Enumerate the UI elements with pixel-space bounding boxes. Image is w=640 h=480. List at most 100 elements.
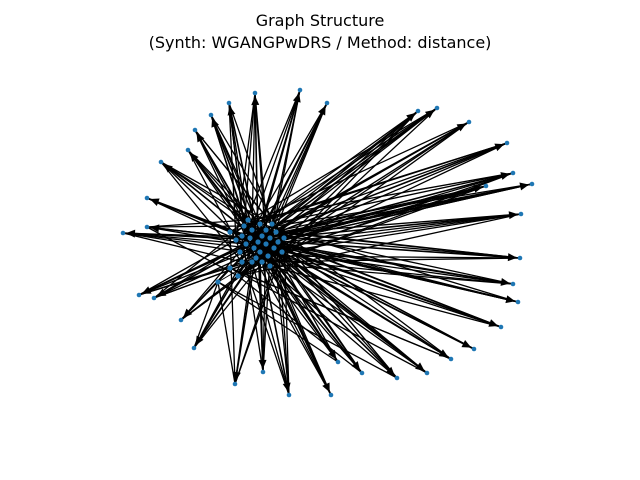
graph-node [267, 263, 273, 269]
graph-node [448, 356, 454, 362]
graph-edge [228, 102, 273, 225]
graph-node [263, 227, 269, 233]
graph-edge [251, 183, 533, 231]
graph-edge [146, 219, 249, 228]
edge-arrowhead [322, 382, 330, 393]
graph-edge [281, 107, 438, 253]
graph-node [518, 211, 524, 217]
graph-node [120, 230, 126, 236]
graph-node [233, 237, 239, 243]
graph-node [232, 381, 238, 387]
graph-edge [138, 239, 237, 296]
graph-node [255, 239, 261, 245]
graph-edge [261, 261, 332, 396]
edge-arrowhead [500, 172, 511, 180]
edge-arrowhead [519, 182, 530, 191]
graph-edge [237, 185, 487, 277]
graph-edge [235, 237, 271, 241]
graph-edge [269, 237, 285, 267]
edge-arrowhead [149, 198, 160, 206]
graph-edge [229, 142, 508, 233]
graph-edge [267, 110, 419, 257]
graph-node [259, 259, 265, 265]
graph-edge [210, 114, 261, 225]
graph-node [297, 87, 303, 93]
graph-edge [259, 107, 438, 225]
figure-subtitle: (Synth: WGANGPwDRS / Method: distance) [148, 33, 492, 52]
graph-edge [281, 110, 419, 253]
graph-node [483, 183, 489, 189]
graph-edge [249, 237, 279, 243]
graph-node [252, 90, 258, 96]
graph-edge [254, 92, 267, 245]
graph-edge [153, 229, 267, 299]
graph-edge [237, 213, 522, 277]
graph-edge [193, 239, 259, 349]
graph-node [249, 259, 255, 265]
edge-arrowhead [456, 123, 467, 132]
graph-node [434, 105, 440, 111]
graph-edge [229, 107, 438, 233]
graph-node [273, 229, 279, 235]
graph-edge [217, 281, 236, 385]
graph-node [260, 369, 266, 375]
graph-node [415, 108, 421, 114]
graph-edge [257, 110, 419, 241]
graph-edge [257, 239, 398, 379]
graph-node [144, 195, 150, 201]
edge-arrowhead [473, 184, 484, 193]
edge-arrowhead [292, 92, 301, 103]
edge-arrowhead [415, 362, 425, 372]
graph-edge [253, 185, 487, 249]
edge-arrowhead [328, 349, 337, 360]
graph-node [471, 346, 477, 352]
graph-edge [271, 172, 514, 225]
edge-arrowhead [149, 224, 160, 233]
graph-edge [257, 107, 438, 241]
graph-edge [273, 213, 522, 249]
edge-arrowhead [196, 132, 205, 143]
graph-edge [217, 281, 398, 379]
graph-edge [265, 110, 419, 245]
graph-node [286, 392, 292, 398]
edge-arrowhead [251, 95, 260, 106]
graph-node [517, 255, 523, 261]
graph-edge [261, 243, 267, 263]
graph-node [257, 221, 263, 227]
graph-node [281, 235, 287, 241]
graph-node [239, 259, 245, 265]
graph-node [136, 292, 142, 298]
edge-arrowhead [505, 295, 516, 304]
graph-edge [251, 255, 269, 263]
edge-arrowhead [507, 253, 518, 262]
edge-arrowhead [461, 340, 472, 348]
figure-title: Graph Structure [255, 11, 385, 30]
graph-node [241, 223, 247, 229]
edge-arrowhead [282, 382, 291, 393]
graph-node [215, 279, 221, 285]
node-layer [120, 87, 535, 398]
graph-edge [153, 225, 245, 299]
graph-node [158, 159, 164, 165]
graph-edge [267, 142, 508, 257]
graph-edge [261, 261, 339, 363]
graph-edge [187, 149, 261, 225]
graph-node [237, 249, 243, 255]
graph-edge [180, 243, 247, 321]
graph-edge [229, 231, 236, 385]
edge-arrowhead [385, 366, 395, 376]
graph-node [227, 265, 233, 271]
edge-arrowhead [232, 371, 241, 382]
graph-edge [229, 267, 428, 374]
edge-arrowhead [156, 288, 167, 297]
graph-edge [269, 121, 470, 267]
graph-node [504, 140, 510, 146]
graph-node [253, 255, 259, 261]
graph-edge [217, 281, 339, 363]
graph-edge [257, 239, 428, 374]
graph-node [359, 370, 365, 376]
graph-node [271, 245, 277, 251]
graph-edge [257, 183, 533, 241]
graph-edge [245, 243, 253, 263]
edge-arrowhead [258, 359, 267, 370]
